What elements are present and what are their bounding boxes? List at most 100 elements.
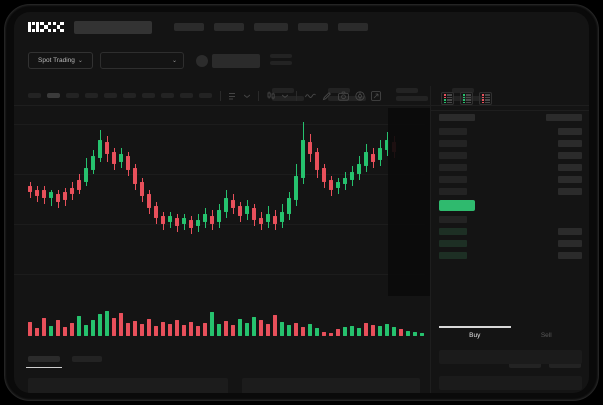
bid-price-3 xyxy=(439,252,467,259)
ask-price-2 xyxy=(439,152,467,159)
order-field-1[interactable] xyxy=(439,376,582,390)
drawing-pencil-icon[interactable] xyxy=(322,91,332,101)
timeframe-0[interactable] xyxy=(28,93,41,98)
timeframe-3[interactable] xyxy=(85,93,98,98)
table-row[interactable] xyxy=(439,176,582,183)
table-row[interactable] xyxy=(439,228,582,235)
app-screen: Spot Trading ⌄ ⌄ xyxy=(14,12,589,393)
candle-body-29 xyxy=(231,200,235,208)
timeframe-6[interactable] xyxy=(142,93,155,98)
bottom-panel-0[interactable] xyxy=(28,378,228,393)
okx-logo-icon[interactable] xyxy=(28,21,64,33)
volume-bar-0 xyxy=(28,322,32,336)
bottom-tab-0[interactable] xyxy=(26,356,62,368)
bottom-action-0[interactable] xyxy=(509,362,541,368)
volume-bar-6 xyxy=(70,323,74,336)
tab-sell[interactable]: Sell xyxy=(540,332,552,339)
timeframe-4[interactable] xyxy=(104,93,117,98)
nav-item-1[interactable] xyxy=(213,23,244,31)
settings-icon[interactable] xyxy=(355,90,365,101)
orderbook-mode-bids-icon[interactable] xyxy=(460,92,473,105)
volume-chart[interactable] xyxy=(14,308,425,350)
indicator-dropdown[interactable] xyxy=(229,92,238,100)
ask-size-3 xyxy=(558,164,582,171)
nav-item-0[interactable] xyxy=(173,23,204,31)
chevron-down-icon[interactable] xyxy=(282,94,288,98)
candle-body-6 xyxy=(70,188,74,194)
stat-3-label xyxy=(452,88,474,93)
table-row[interactable] xyxy=(439,152,582,159)
stat-0-label xyxy=(272,88,294,93)
table-row[interactable] xyxy=(439,164,582,171)
timeframe-2[interactable] xyxy=(66,93,79,98)
candle-body-47 xyxy=(357,164,361,174)
bid-price-2 xyxy=(439,240,467,247)
search-input[interactable] xyxy=(73,20,152,34)
volume-bar-40 xyxy=(308,324,312,336)
line-chart-icon[interactable] xyxy=(305,92,316,100)
logo-glyph-x xyxy=(52,21,64,33)
candle-body-2 xyxy=(42,190,46,198)
last-price-spacer xyxy=(558,200,582,207)
table-row[interactable] xyxy=(439,216,582,223)
bottom-action-1[interactable] xyxy=(549,362,581,368)
candle-body-17 xyxy=(147,194,151,208)
panel-divider xyxy=(431,110,589,111)
nav-item-3[interactable] xyxy=(297,23,328,31)
timeframe-9[interactable] xyxy=(199,93,212,98)
timeframe-8[interactable] xyxy=(180,93,193,98)
nav-item-4[interactable] xyxy=(337,23,368,31)
volume-bar-34 xyxy=(266,324,270,336)
chart-type-dropdown[interactable] xyxy=(267,91,276,100)
volume-bar-21 xyxy=(175,320,179,336)
active-tab-indicator xyxy=(439,326,511,328)
table-row[interactable] xyxy=(439,140,582,147)
table-row[interactable] xyxy=(439,252,582,259)
bottom-tab-actions xyxy=(509,362,581,368)
volume-bar-1 xyxy=(35,328,39,336)
orderbook[interactable] xyxy=(431,114,589,304)
candle-body-41 xyxy=(315,152,319,170)
ask-price-4 xyxy=(439,176,467,183)
fullscreen-icon[interactable] xyxy=(371,90,381,101)
candle-body-4 xyxy=(56,194,60,202)
volume-bar-22 xyxy=(182,325,186,336)
volume-bar-54 xyxy=(406,331,410,336)
candle-body-10 xyxy=(98,140,102,158)
candle-body-24 xyxy=(196,220,200,226)
orderbook-mode-both-icon[interactable] xyxy=(441,92,454,105)
timeframe-5[interactable] xyxy=(123,93,136,98)
price-change-primary xyxy=(270,54,292,58)
bottom-panel-1[interactable] xyxy=(242,378,420,393)
trading-mode-select[interactable]: Spot Trading ⌄ xyxy=(28,52,93,69)
chevron-down-icon[interactable] xyxy=(244,94,250,98)
bottom-tab-1[interactable] xyxy=(72,356,102,362)
stat-2-label xyxy=(396,88,418,93)
ask-price-1 xyxy=(439,140,467,147)
volume-bar-29 xyxy=(231,325,235,336)
bid-price-0 xyxy=(439,216,467,223)
nav-item-2[interactable] xyxy=(253,23,288,31)
orderbook-mode-asks-icon[interactable] xyxy=(479,92,492,105)
ask-size-2 xyxy=(558,152,582,159)
candle-body-34 xyxy=(266,214,270,222)
order-field-0[interactable] xyxy=(439,350,582,364)
camera-icon[interactable] xyxy=(338,91,349,101)
timeframe-7[interactable] xyxy=(161,93,174,98)
trading-pair-select[interactable]: ⌄ xyxy=(100,52,184,69)
logo-glyph-k xyxy=(40,21,52,33)
table-row[interactable] xyxy=(439,240,582,247)
table-row[interactable] xyxy=(439,188,582,195)
tick-column xyxy=(481,94,484,103)
volume-bar-13 xyxy=(119,313,123,336)
chart-gridline-1 xyxy=(14,174,425,175)
tab-buy[interactable]: Buy xyxy=(469,332,481,339)
candle-body-51 xyxy=(385,140,389,150)
price-chart[interactable] xyxy=(14,106,425,304)
volume-bar-38 xyxy=(294,323,298,336)
volume-bar-44 xyxy=(336,329,340,336)
volume-bar-24 xyxy=(196,326,200,336)
table-row[interactable] xyxy=(439,128,582,135)
timeframe-1[interactable] xyxy=(47,93,60,98)
